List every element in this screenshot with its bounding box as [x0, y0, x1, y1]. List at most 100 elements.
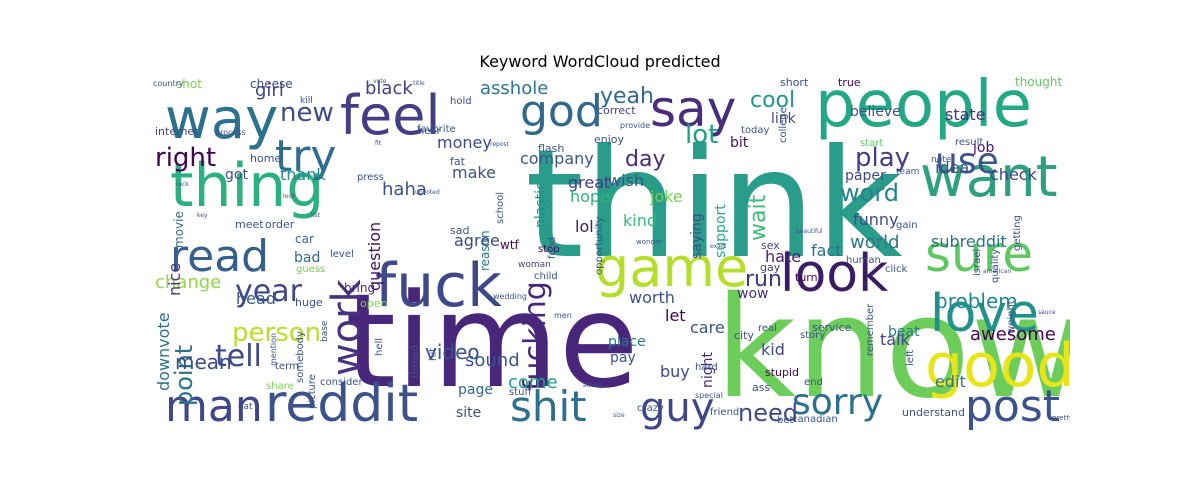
word-edit: edit: [935, 372, 966, 391]
word-wonder: wonder: [636, 238, 662, 246]
word-fact: fact: [811, 241, 842, 260]
word-buy: buy: [660, 362, 690, 381]
word-downvote: downvote: [154, 312, 173, 391]
word-shit: shit: [510, 382, 587, 431]
word-friend: friend: [710, 407, 739, 418]
word-let: let: [665, 306, 686, 325]
word-canadian: canadian: [792, 414, 838, 425]
word-agree: agree: [454, 231, 500, 250]
word-press: press: [357, 172, 384, 183]
word-base: base: [320, 320, 330, 342]
word-key: key: [197, 212, 208, 219]
word-child: child: [534, 271, 558, 282]
word-fit: fit: [375, 140, 382, 147]
word-level: level: [330, 249, 354, 260]
word-college: college: [778, 107, 789, 143]
word-use: use: [935, 141, 999, 182]
word-day: day: [625, 147, 665, 172]
word-vote: vote: [373, 78, 387, 85]
word-stupid: stupid: [765, 366, 799, 379]
word-size: size: [613, 412, 625, 419]
word-getting: getting: [1012, 215, 1023, 251]
word-hold: hold: [450, 96, 472, 107]
word-work: work: [324, 278, 370, 376]
word-stop: stop: [538, 244, 560, 255]
word-turn: turn: [795, 271, 818, 284]
word-true: true: [838, 76, 861, 89]
word-mention: mention: [269, 333, 278, 366]
word-flash: flash: [538, 142, 564, 155]
word-term: term: [275, 361, 299, 372]
word-new: new: [280, 98, 334, 128]
word-process: process: [215, 128, 246, 137]
chart-title: Keyword WordCloud predicted: [479, 52, 721, 71]
word-thing: thing: [170, 151, 324, 221]
word-special: special: [695, 391, 723, 400]
word-run: run: [745, 267, 782, 292]
word-weight: weight: [1006, 300, 1017, 334]
word-check: check: [990, 165, 1038, 184]
word-click: click: [885, 264, 908, 275]
word-worth: worth: [629, 288, 675, 307]
word-wish: wish: [608, 171, 644, 190]
word-lock: lock: [283, 193, 296, 200]
word-time: time: [345, 265, 639, 417]
word-provide: provide: [620, 121, 650, 130]
word-school: school: [495, 192, 506, 224]
word-pay: pay: [610, 350, 636, 366]
word-place: place: [608, 334, 646, 350]
word-cheese: cheese: [250, 77, 293, 91]
word-fucking: fucking: [518, 281, 553, 391]
word-repost: repost: [490, 141, 510, 148]
word-favorite: favorite: [417, 124, 456, 135]
word-support: support: [713, 204, 729, 258]
word-story: story: [800, 330, 825, 341]
word-love: love: [930, 284, 1039, 344]
word-asshole: asshole: [480, 78, 548, 99]
word-guess: guess: [296, 264, 325, 275]
word-shot: shot: [176, 77, 202, 91]
word-human: human: [846, 255, 881, 266]
word-men: men: [554, 311, 572, 320]
word-lol: lol: [575, 217, 594, 236]
word-ass: ass: [752, 381, 770, 394]
word-money: money: [437, 133, 492, 152]
word-bring: bring: [344, 281, 375, 295]
word-point: point: [170, 345, 198, 406]
word-yeah: yeah: [600, 84, 654, 109]
word-sad: sad: [450, 224, 469, 237]
word-sure: sure: [925, 225, 1033, 283]
word-game: game: [595, 236, 748, 299]
word-subreddit: subreddit: [931, 232, 1007, 251]
word-haha: haha: [382, 179, 427, 200]
word-eat: eat: [238, 402, 253, 412]
word-left: left: [905, 350, 916, 366]
word-word: word: [840, 179, 899, 207]
word-somebody: somebody: [295, 331, 306, 383]
word-bit: bit: [730, 135, 749, 151]
word-enjoy: enjoy: [594, 133, 625, 146]
word-play: play: [855, 143, 910, 173]
word-lot: lot: [685, 120, 718, 150]
word-real: real: [758, 323, 777, 334]
word-come: come: [508, 372, 558, 393]
word-job: job: [972, 140, 994, 156]
word-wtf: wtf: [500, 238, 520, 252]
word-bad: bad: [294, 250, 320, 266]
word-tell: tell: [215, 339, 262, 374]
word-service: service: [812, 321, 852, 334]
word-fat: fat: [450, 155, 466, 168]
word-question: question: [365, 222, 384, 291]
word-reddit: reddit: [265, 374, 418, 434]
word-think: think: [525, 118, 903, 292]
word-saying: saying: [689, 213, 705, 259]
word-black: black: [365, 78, 413, 99]
word-idea: idea: [935, 158, 969, 177]
word-food: food: [547, 237, 558, 259]
word-picture: picture: [307, 374, 318, 409]
word-understand: understand: [902, 406, 965, 419]
word-thought: thought: [1015, 76, 1062, 89]
word-feel: feel: [340, 84, 440, 147]
word-paper: paper: [845, 168, 886, 184]
word-list: list: [311, 212, 320, 219]
